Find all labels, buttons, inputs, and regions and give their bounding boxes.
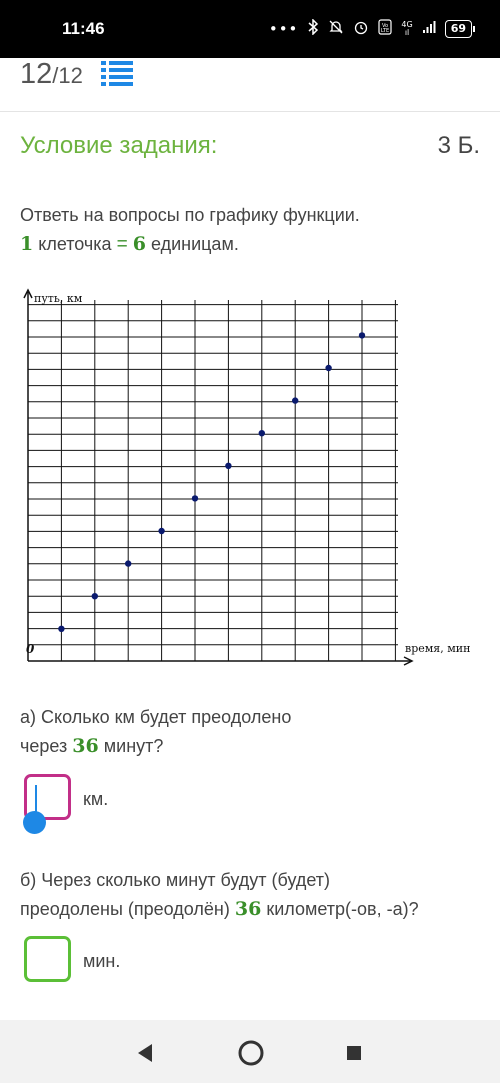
home-icon[interactable] xyxy=(236,1038,266,1068)
scale-six: 6 xyxy=(132,233,146,255)
data-point xyxy=(292,397,299,404)
task-intro: Ответь на вопросы по графику функции. xyxy=(20,205,360,225)
data-point xyxy=(158,527,165,535)
y-axis-label: путь, км xyxy=(34,292,83,305)
total-pages: /12 xyxy=(52,63,83,88)
data-point xyxy=(358,332,366,339)
cursor-handle-icon[interactable] xyxy=(23,811,46,834)
bluetooth-icon xyxy=(307,18,319,39)
question-a-number: 36 xyxy=(72,735,99,757)
status-icons: ••• Vo LTE 4G ıl 69 xyxy=(268,18,476,40)
network-type: 4G xyxy=(401,20,413,29)
more-notifications-icon: ••• xyxy=(268,20,299,38)
task-scale: 1 клеточка = 6 единицам. xyxy=(20,230,360,259)
question-a: а) Сколько км будет преодолено через 36 … xyxy=(20,703,291,761)
signal-icon xyxy=(422,20,436,38)
question-b-post: километр(-ов, -а)? xyxy=(266,899,419,919)
data-point xyxy=(258,430,265,437)
current-page: 12 xyxy=(20,58,53,90)
header-divider xyxy=(0,111,500,112)
task-points: 3 Б. xyxy=(437,132,480,159)
alarm-icon xyxy=(353,19,369,39)
question-b-number: 36 xyxy=(234,898,262,920)
svg-text:LTE: LTE xyxy=(381,28,389,34)
data-point xyxy=(91,593,99,600)
scale-cell: клеточка xyxy=(38,234,112,254)
chart-axes xyxy=(23,288,414,666)
list-icon[interactable] xyxy=(101,58,133,86)
text-cursor xyxy=(35,785,37,818)
system-nav-bar xyxy=(0,1020,500,1083)
question-b-line1: б) Через сколько минут будут (будет) xyxy=(20,870,330,890)
page-counter: 12/12 xyxy=(20,58,83,90)
scale-one: 1 xyxy=(20,233,34,255)
question-b-pre: преодолены (преодолён) xyxy=(20,899,230,919)
answer-b-input[interactable] xyxy=(24,936,71,982)
data-point xyxy=(125,560,132,567)
answer-b-unit: мин. xyxy=(83,951,121,971)
x-axis-arrow xyxy=(403,656,414,666)
x-axis-label: время, мин xyxy=(405,642,470,655)
question-a-post: минут? xyxy=(103,736,164,756)
mute-icon xyxy=(328,19,344,39)
svg-text:Vo: Vo xyxy=(382,23,388,29)
question-a-line1: а) Сколько км будет преодолено xyxy=(20,707,292,727)
chart-points xyxy=(58,332,366,632)
task-description: Ответь на вопросы по графику функции. 1 … xyxy=(20,201,360,259)
recent-apps-icon[interactable] xyxy=(339,1038,369,1068)
status-time: 11:46 xyxy=(62,19,105,38)
answer-a-unit: км. xyxy=(83,789,109,809)
data-point xyxy=(225,462,232,469)
origin-label: 0 xyxy=(26,642,35,656)
data-point xyxy=(58,625,65,632)
scale-equals: = xyxy=(116,234,128,255)
function-chart: путь, км время, мин 0 xyxy=(23,288,470,666)
volte-icon: Vo LTE xyxy=(378,19,392,39)
data-point xyxy=(325,364,332,372)
question-a-pre: через xyxy=(20,736,68,756)
network-signal: ıl xyxy=(404,28,410,37)
question-b-line2: преодолены (преодолён) 36 километр(-ов, … xyxy=(20,895,419,924)
status-bar: 11:46 ••• Vo LTE 4G ıl 69 xyxy=(0,0,500,58)
data-point xyxy=(191,495,199,502)
chart-grid xyxy=(28,300,398,661)
question-b: б) Через сколько минут будут (будет) пре… xyxy=(20,866,419,924)
network-4g-icon: 4G ıl xyxy=(401,21,412,37)
task-title: Условие задания: xyxy=(20,132,218,159)
battery-icon: 69 xyxy=(444,20,476,38)
question-a-line2: через 36 минут? xyxy=(20,732,291,761)
scale-units: единицам. xyxy=(150,234,239,254)
y-axis-arrow xyxy=(23,288,33,299)
back-icon[interactable] xyxy=(130,1038,160,1068)
